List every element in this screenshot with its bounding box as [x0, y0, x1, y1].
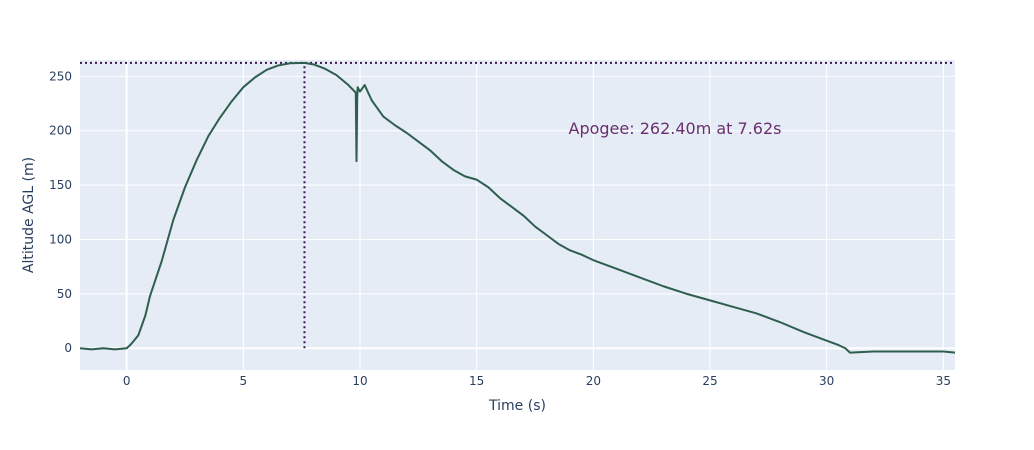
- y-gridlines: [80, 75, 955, 350]
- y-axis-title: Altitude AGL (m): [21, 157, 37, 273]
- altitude-series-line: [79, 61, 956, 354]
- y-tick-label: 100: [49, 232, 72, 246]
- x-tick-label: 5: [240, 374, 248, 388]
- y-tick-label: 200: [49, 124, 72, 138]
- x-tick-label: 0: [123, 374, 131, 388]
- x-tick-label: 25: [702, 374, 717, 388]
- x-tick-labels: 0 5 10 15 20 25 30 35: [123, 374, 951, 388]
- y-tick-labels: 0 50 100 150 200 250: [49, 69, 72, 355]
- x-tick-label: 30: [819, 374, 834, 388]
- y-tick-label: 0: [64, 341, 72, 355]
- apogee-annotation: Apogee: 262.40m at 7.62s: [569, 119, 782, 138]
- x-axis-title: Time (s): [488, 398, 546, 414]
- y-tick-label: 50: [57, 287, 72, 301]
- plot-area: [80, 60, 955, 370]
- series-group: [79, 61, 956, 354]
- y-tick-label: 150: [49, 178, 72, 192]
- x-tick-label: 10: [352, 374, 367, 388]
- x-tick-label: 35: [936, 374, 951, 388]
- x-tick-label: 20: [586, 374, 601, 388]
- x-gridlines: [125, 60, 944, 370]
- x-tick-label: 15: [469, 374, 484, 388]
- y-tick-label: 250: [49, 69, 72, 83]
